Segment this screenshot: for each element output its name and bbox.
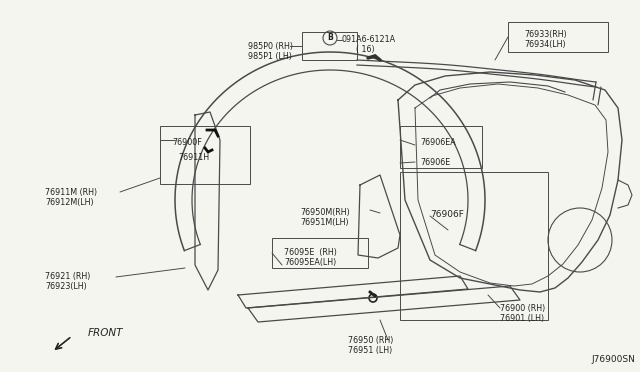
Text: 76900 (RH): 76900 (RH) <box>500 304 545 313</box>
Text: 76900F: 76900F <box>172 138 202 147</box>
Text: 76951M(LH): 76951M(LH) <box>300 218 349 227</box>
Text: 76923(LH): 76923(LH) <box>45 282 87 291</box>
Text: 76933(RH): 76933(RH) <box>524 30 567 39</box>
Text: 76911H: 76911H <box>178 153 209 162</box>
Bar <box>400 126 482 168</box>
Text: 76951 (LH): 76951 (LH) <box>348 346 392 355</box>
Text: 985P0 (RH): 985P0 (RH) <box>248 42 293 51</box>
Text: 76095E  (RH): 76095E (RH) <box>284 248 337 257</box>
Text: 76095EA(LH): 76095EA(LH) <box>284 258 336 267</box>
Text: 76911M (RH): 76911M (RH) <box>45 188 97 197</box>
Text: 76906EA: 76906EA <box>420 138 456 147</box>
Text: FRONT: FRONT <box>88 328 124 338</box>
Text: 76950M(RH): 76950M(RH) <box>300 208 349 217</box>
Text: 091A6-6121A: 091A6-6121A <box>342 35 396 44</box>
Text: B: B <box>327 33 333 42</box>
Text: 76901 (LH): 76901 (LH) <box>500 314 544 323</box>
Bar <box>400 172 548 320</box>
Text: 985P1 (LH): 985P1 (LH) <box>248 52 292 61</box>
Text: 76906E: 76906E <box>420 158 451 167</box>
Bar <box>272 238 368 268</box>
Text: 76912M(LH): 76912M(LH) <box>45 198 93 207</box>
Text: 76950 (RH): 76950 (RH) <box>348 336 394 345</box>
Text: 76906F: 76906F <box>430 210 464 219</box>
Text: J76900SN: J76900SN <box>591 355 635 364</box>
Text: ( 16): ( 16) <box>356 45 374 54</box>
Text: 76934(LH): 76934(LH) <box>524 40 566 49</box>
Bar <box>302 32 357 60</box>
Bar <box>508 22 608 52</box>
Text: 76921 (RH): 76921 (RH) <box>45 272 90 281</box>
Bar <box>160 126 250 184</box>
